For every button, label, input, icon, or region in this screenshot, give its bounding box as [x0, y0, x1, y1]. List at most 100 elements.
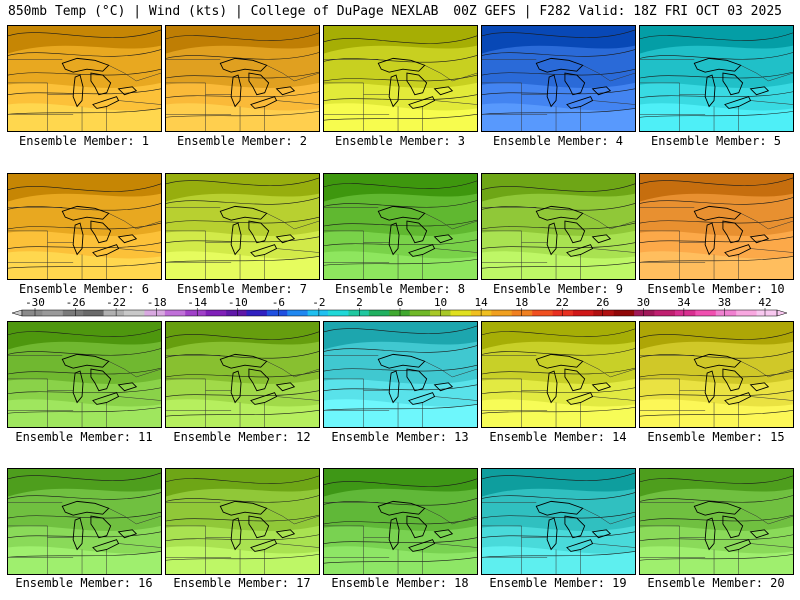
scale-swatch	[246, 310, 268, 316]
ensemble-member-caption: Ensemble Member: 3	[334, 134, 466, 148]
scale-swatch	[22, 310, 43, 316]
scale-swatch	[348, 310, 370, 316]
scale-tick-label: 18	[515, 296, 529, 309]
scale-tick-label: 30	[636, 296, 650, 309]
scale-swatch	[511, 310, 533, 316]
scale-swatch	[307, 310, 329, 316]
scale-swatch	[368, 310, 390, 316]
scale-swatch	[226, 310, 247, 316]
scale-tick-label: -30	[25, 296, 45, 309]
scale-tick-label: -10	[227, 296, 248, 309]
ensemble-member-caption: Ensemble Member: 18	[331, 576, 469, 590]
scale-tick-label: 14	[474, 296, 488, 309]
ensemble-member-map	[323, 173, 478, 280]
ensemble-member-map	[481, 468, 636, 575]
scale-arrow-right	[776, 309, 788, 317]
valid-time-label: 00Z GEFS | F282 Valid: 18Z FRI OCT 03 20…	[453, 4, 782, 19]
scale-swatch	[205, 310, 227, 316]
scale-swatch	[266, 310, 288, 316]
ensemble-member-map	[165, 173, 320, 280]
scale-swatch	[654, 310, 676, 316]
ensemble-member-map	[165, 468, 320, 575]
scale-tick-label: -22	[106, 296, 127, 309]
ensemble-member-caption: Ensemble Member: 9	[492, 282, 624, 296]
scale-tick-label: 26	[596, 296, 610, 309]
scale-tick-label: 38	[717, 296, 732, 309]
ensemble-member-caption: Ensemble Member: 2	[176, 134, 308, 148]
scale-swatch	[62, 310, 84, 316]
ensemble-member-caption: Ensemble Member: 1	[18, 134, 150, 148]
scale-swatch	[103, 310, 125, 316]
ensemble-member-caption: Ensemble Member: 12	[173, 430, 311, 444]
ensemble-member-caption: Ensemble Member: 14	[489, 430, 627, 444]
ensemble-member-caption: Ensemble Member: 4	[492, 134, 624, 148]
scale-tick-label: 22	[555, 296, 569, 309]
scale-arrow-left	[11, 309, 23, 317]
scale-swatch	[572, 310, 594, 316]
scale-swatch	[287, 310, 308, 316]
scale-swatch	[328, 310, 349, 316]
ensemble-member-map	[7, 173, 162, 280]
ensemble-member-map	[165, 25, 320, 132]
scale-swatch	[389, 310, 411, 316]
scale-tick-label: -2	[312, 296, 326, 309]
scale-tick-label: -18	[146, 296, 167, 309]
ensemble-member-map	[639, 321, 794, 428]
scale-swatch	[144, 310, 166, 316]
scale-tick-label: 6	[396, 296, 404, 309]
scale-swatch	[634, 310, 655, 316]
scale-tick-label: 2	[356, 296, 363, 309]
scale-swatch	[83, 310, 104, 316]
ensemble-member-map	[165, 321, 320, 428]
ensemble-member-map	[639, 468, 794, 575]
ensemble-member-caption: Ensemble Member: 5	[650, 134, 782, 148]
ensemble-member-caption: Ensemble Member: 16	[15, 576, 153, 590]
ensemble-member-caption: Ensemble Member: 17	[173, 576, 311, 590]
ensemble-member-map	[323, 468, 478, 575]
ensemble-member-caption: Ensemble Member: 13	[331, 430, 469, 444]
ensemble-member-caption: Ensemble Member: 10	[647, 282, 785, 296]
ensemble-member-map	[639, 173, 794, 280]
scale-swatch	[124, 310, 145, 316]
scale-swatch	[593, 310, 615, 316]
scale-swatch	[715, 310, 737, 316]
ensemble-member-map	[481, 25, 636, 132]
scale-swatch	[164, 310, 186, 316]
scale-tick-label: -26	[65, 296, 86, 309]
scale-swatch	[185, 310, 206, 316]
scale-tick-label: -14	[187, 296, 208, 309]
scale-tick-label: 10	[433, 296, 448, 309]
scale-swatch	[695, 310, 717, 316]
scale-swatch	[736, 310, 757, 316]
scale-swatch	[450, 310, 472, 316]
ensemble-member-map	[7, 321, 162, 428]
ensemble-member-caption: Ensemble Member: 6	[18, 282, 150, 296]
ensemble-member-caption: Ensemble Member: 7	[176, 282, 308, 296]
scale-swatch	[491, 310, 513, 316]
scale-swatch	[409, 310, 431, 316]
scale-swatch	[552, 310, 574, 316]
ensemble-member-map	[481, 321, 636, 428]
scale-swatch	[532, 310, 553, 316]
ensemble-member-caption: Ensemble Member: 19	[489, 576, 627, 590]
ensemble-member-caption: Ensemble Member: 11	[15, 430, 153, 444]
scale-swatch	[756, 310, 778, 316]
ensemble-member-map	[7, 25, 162, 132]
scale-swatch	[42, 310, 64, 316]
ensemble-member-map	[323, 321, 478, 428]
ensemble-member-caption: Ensemble Member: 15	[647, 430, 785, 444]
scale-swatch	[674, 310, 696, 316]
scale-tick-label: 42	[758, 296, 772, 309]
scale-tick-label: -6	[271, 296, 285, 309]
color-scale-labels: -30 -26 -22 -18 -14 -10 -6 -2 2 6 10 14 18 22 26 30 34 38…	[0, 296, 800, 310]
ensemble-member-map	[323, 25, 478, 132]
ensemble-member-caption: Ensemble Member: 8	[334, 282, 466, 296]
ensemble-member-map	[7, 468, 162, 575]
scale-tick-label: 34	[677, 296, 691, 309]
ensemble-member-map	[639, 25, 794, 132]
scale-swatch	[613, 310, 635, 316]
ensemble-member-caption: Ensemble Member: 20	[647, 576, 785, 590]
ensemble-member-map	[481, 173, 636, 280]
map-title: 850mb Temp (°C) | Wind (kts) | College o…	[8, 4, 439, 19]
color-scale-bar	[11, 308, 788, 317]
